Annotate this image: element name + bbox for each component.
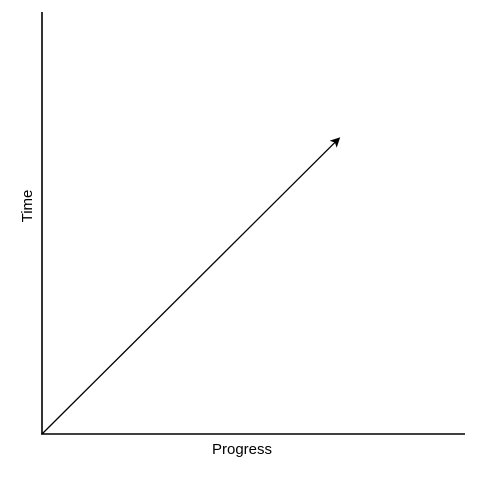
y-axis-label: Time <box>19 190 36 223</box>
x-axis-label: Progress <box>212 441 272 458</box>
trend-arrow-line <box>41 137 341 435</box>
